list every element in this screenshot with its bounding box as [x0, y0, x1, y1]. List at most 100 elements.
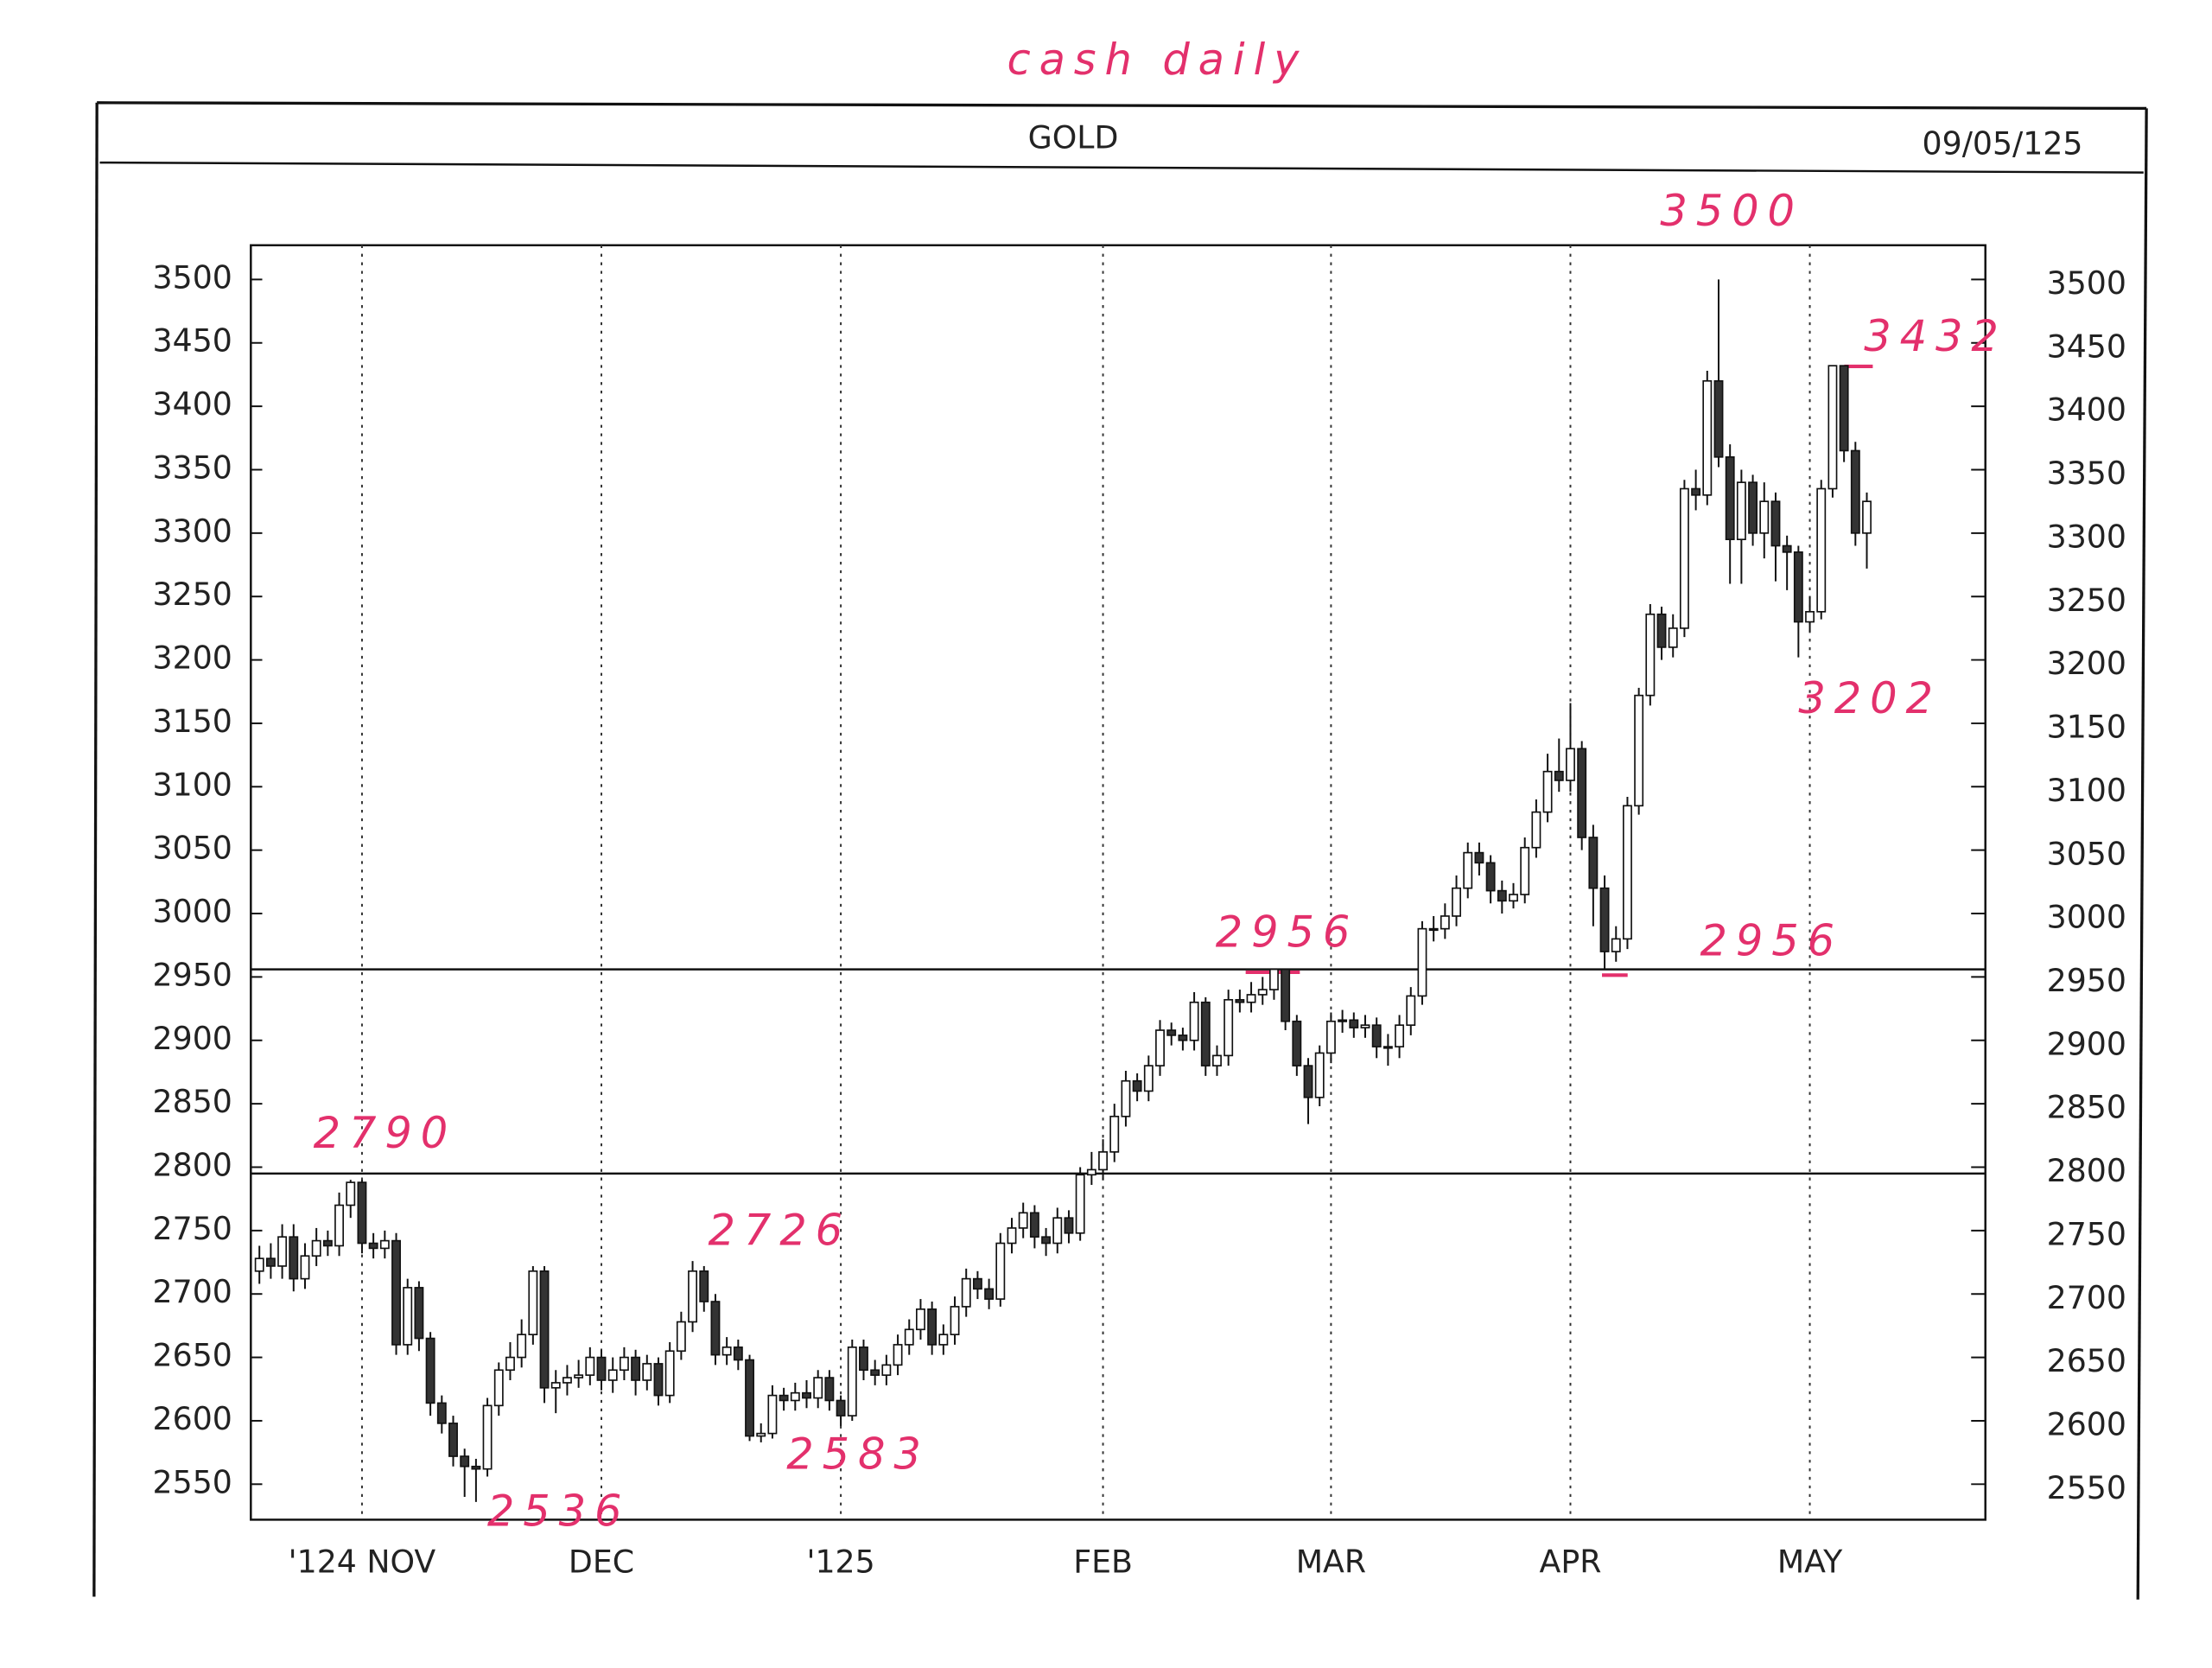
candle-body [322, 1239, 333, 1247]
candle [391, 1232, 401, 1355]
candle [1656, 606, 1667, 660]
candle [1770, 492, 1781, 582]
candle-body [1736, 481, 1746, 541]
candle-body [1395, 1024, 1405, 1047]
y-tick-label: 2550 [153, 1463, 232, 1500]
y2-tick-label: 2750 [2047, 1215, 2126, 1252]
candle [1428, 915, 1439, 942]
candle [1325, 1012, 1336, 1064]
candle [915, 1299, 925, 1340]
candle [1440, 903, 1450, 939]
candle-body [688, 1270, 698, 1323]
candle-body [254, 1257, 264, 1272]
candle-body [893, 1344, 903, 1366]
candle-body [493, 1369, 504, 1407]
candle-body [1679, 487, 1689, 629]
candle [596, 1349, 607, 1391]
candle [1018, 1202, 1028, 1238]
candle-body [1200, 1001, 1211, 1066]
candle [1566, 703, 1575, 793]
candle-body [631, 1356, 641, 1381]
candle-body [995, 1242, 1006, 1300]
y-tick-label: 3500 [153, 258, 232, 296]
candle [642, 1354, 652, 1391]
y2-tick-label: 3400 [2047, 392, 2126, 429]
pen-marks [1245, 364, 1873, 977]
candle [710, 1294, 721, 1366]
y-tick-label: 3450 [153, 322, 232, 360]
y2-tick-label: 3050 [2047, 835, 2126, 872]
candle [607, 1357, 618, 1393]
frame [92, 101, 2148, 1600]
candle [517, 1319, 527, 1368]
candle-body [699, 1270, 709, 1302]
candle-body [1827, 365, 1838, 490]
candle [265, 1243, 276, 1279]
candle [1109, 1104, 1120, 1162]
candle-body [859, 1346, 868, 1372]
candle [1679, 480, 1689, 638]
handwritten-annotation: cash daily [1007, 35, 1307, 85]
candle [790, 1382, 800, 1411]
candle [1349, 1012, 1359, 1038]
candle [1862, 492, 1872, 569]
candle [1782, 535, 1792, 590]
candle-body [1360, 1024, 1370, 1028]
candle [859, 1340, 868, 1380]
candle-body [767, 1394, 778, 1435]
candle [813, 1370, 823, 1409]
candle-body [1349, 1019, 1359, 1028]
x-tick-label: DEC [569, 1544, 634, 1581]
x-tick-label: FEB [1073, 1544, 1133, 1581]
handwritten-annotation: 2956 [1700, 916, 1843, 966]
candle-body [425, 1337, 435, 1404]
candle-body [961, 1277, 971, 1308]
candle-body [1839, 365, 1849, 452]
candle-body [460, 1455, 470, 1467]
candle [1452, 875, 1461, 926]
candle-body [1166, 1029, 1177, 1036]
candle-body [1052, 1217, 1063, 1245]
y-tick-label: 2600 [153, 1400, 232, 1437]
candle [1509, 882, 1518, 909]
candle [1736, 469, 1746, 584]
y-tick-label: 2950 [153, 956, 232, 993]
candle-body [847, 1346, 857, 1417]
candle [289, 1224, 299, 1292]
candle [379, 1230, 390, 1259]
candle-body [1382, 1046, 1393, 1049]
candle [254, 1245, 264, 1284]
candle-body [1417, 927, 1427, 997]
candle [1691, 469, 1701, 511]
candle-body [1759, 500, 1770, 534]
candle [1052, 1207, 1063, 1254]
candle-body [779, 1394, 789, 1402]
y-tick-label: 2650 [153, 1337, 232, 1374]
candle [1759, 482, 1770, 559]
candle [1041, 1227, 1052, 1257]
candle-body [1121, 1079, 1131, 1117]
candle [847, 1340, 857, 1421]
candle-body [607, 1369, 618, 1381]
candle-body [1554, 770, 1564, 781]
candle [779, 1387, 789, 1411]
y-tick-label: 3100 [153, 766, 232, 803]
candle-body [1770, 500, 1781, 547]
y2-tick-label: 2550 [2047, 1469, 2126, 1506]
candle-body [721, 1346, 732, 1356]
candle [1075, 1167, 1085, 1241]
y2-tick-label: 3200 [2047, 645, 2126, 682]
candle [1257, 977, 1268, 1005]
candle-body [1338, 1019, 1348, 1022]
candle [699, 1265, 709, 1312]
candle [1588, 824, 1599, 926]
candle [1748, 474, 1758, 546]
candle-body [619, 1356, 629, 1372]
candle [1463, 842, 1473, 899]
handwritten-annotation: 3500 [1660, 186, 1802, 236]
candle-body [1850, 449, 1860, 534]
plot-area [250, 244, 1986, 1521]
candle-body [1645, 613, 1656, 697]
candle-body [357, 1181, 367, 1245]
candle-body [1623, 805, 1632, 940]
